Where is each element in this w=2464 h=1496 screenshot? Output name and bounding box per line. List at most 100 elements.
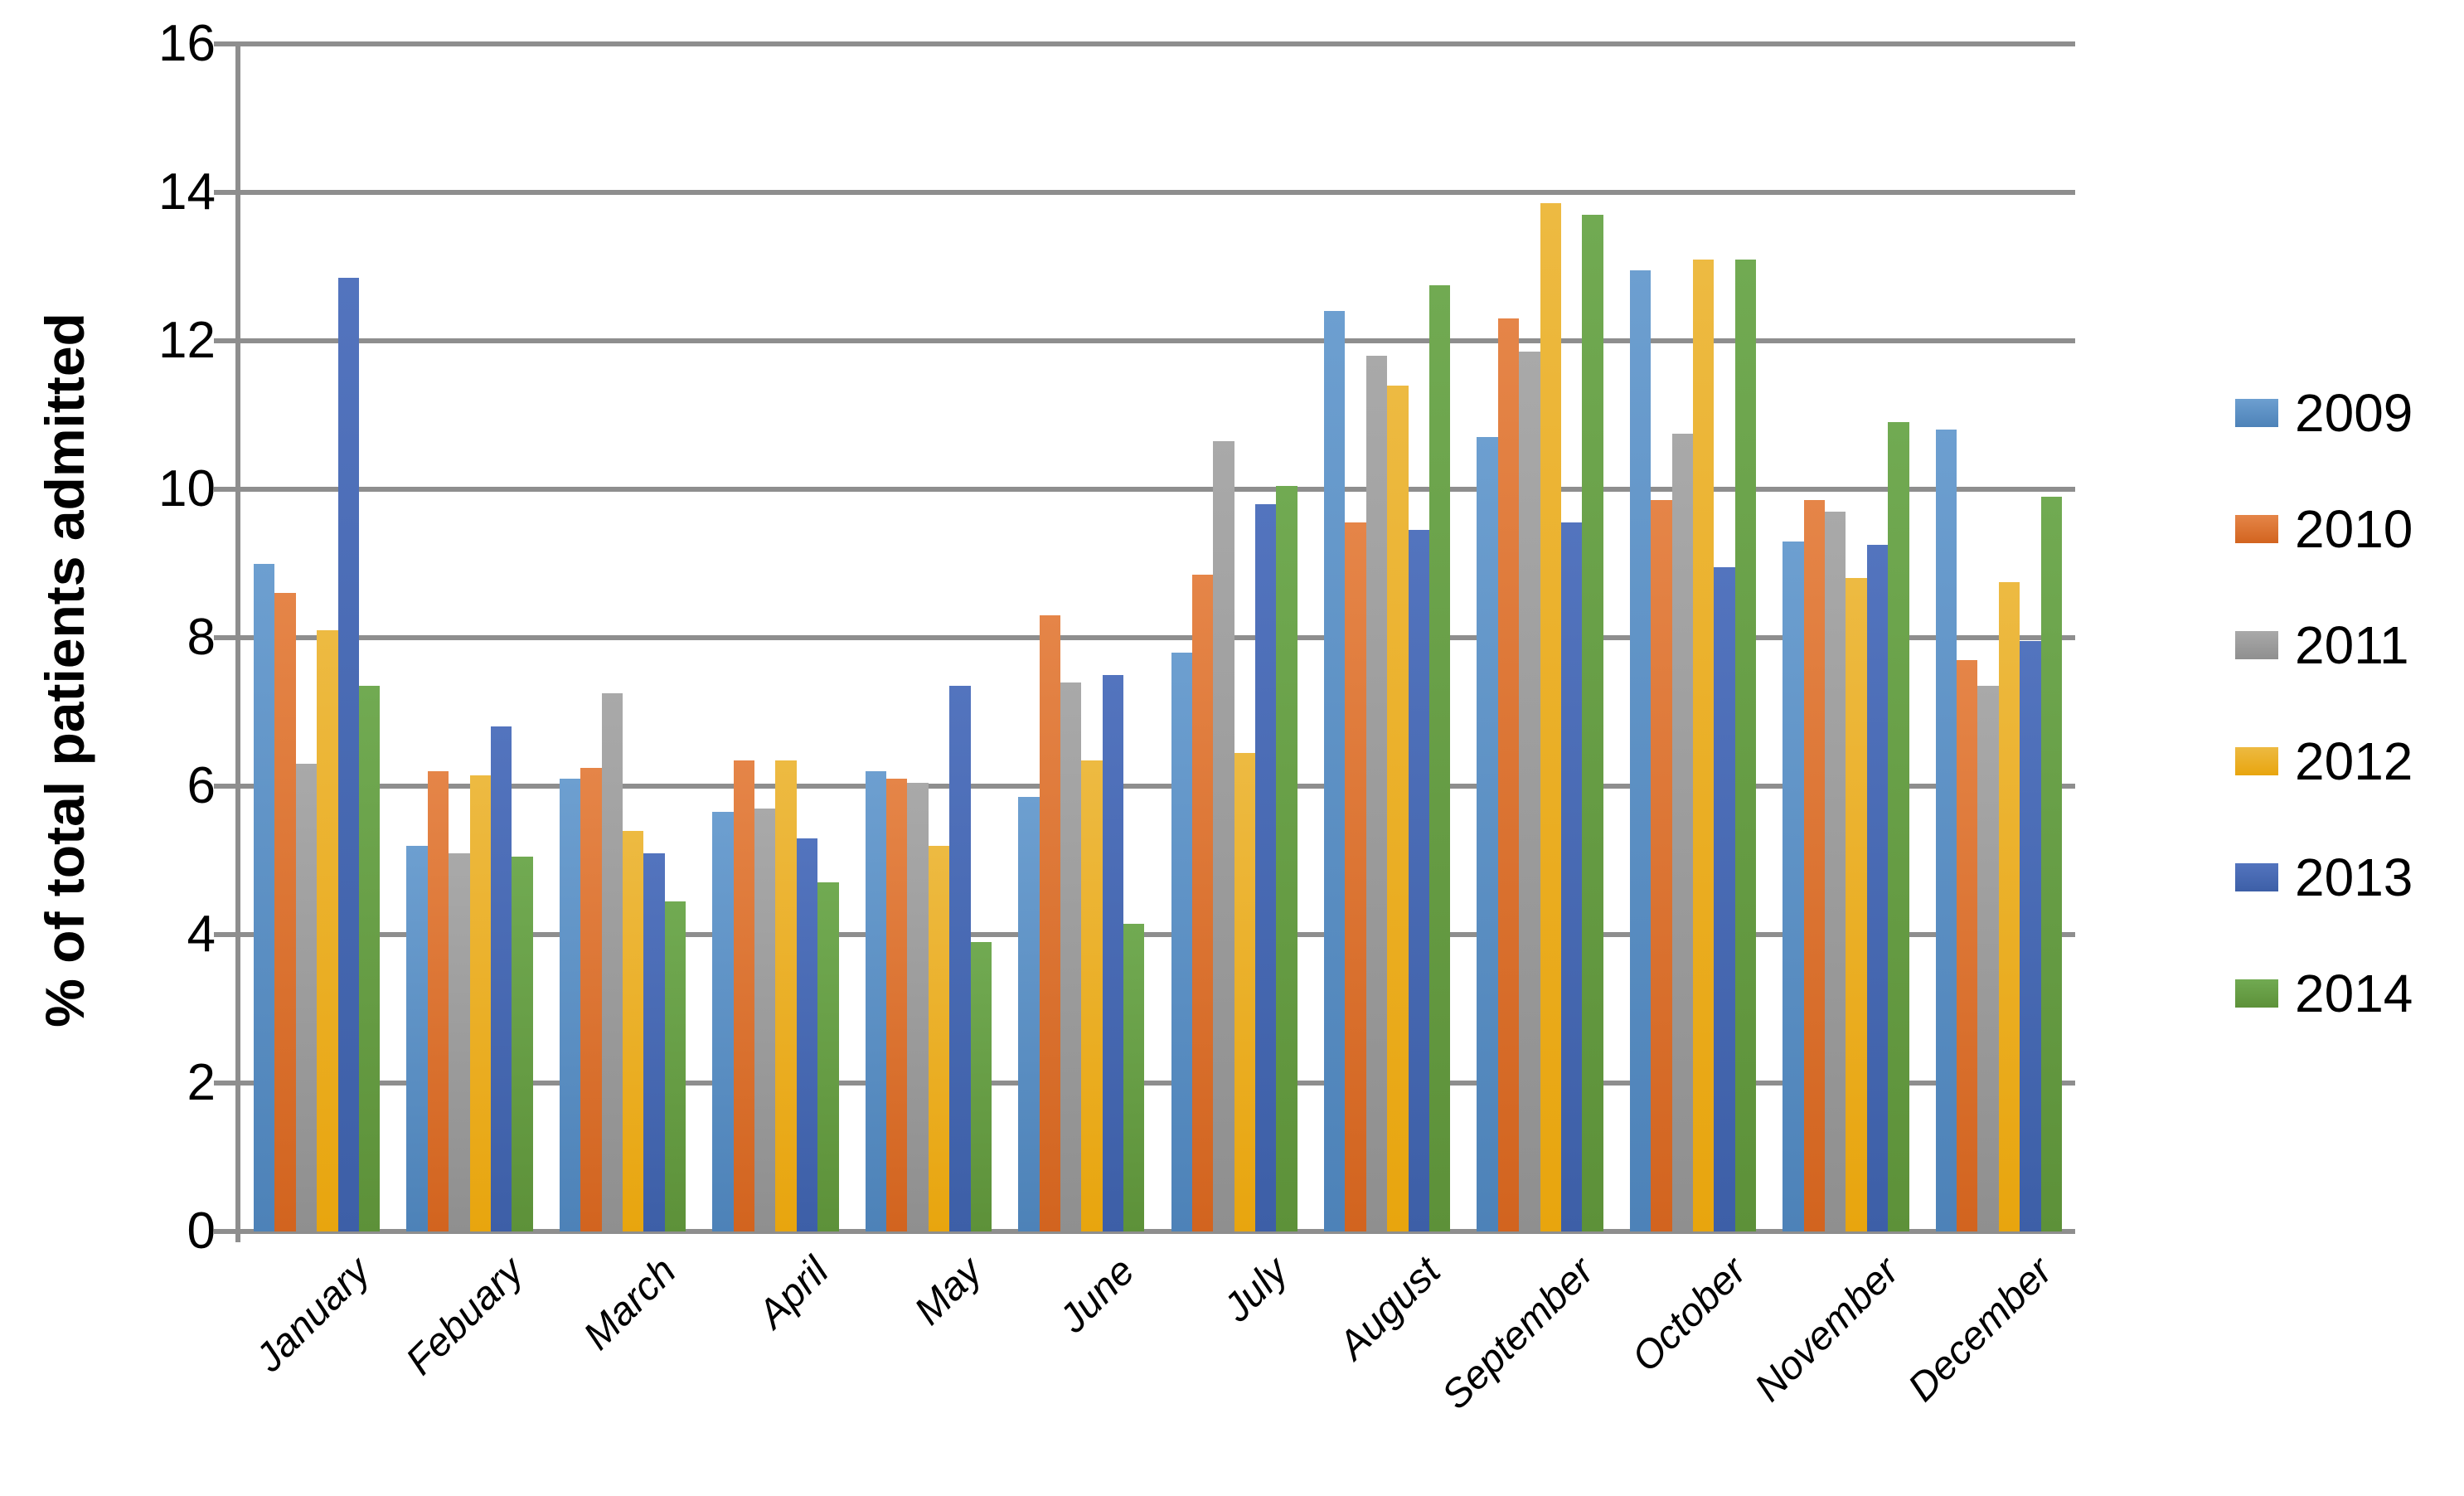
bar-group-october	[1617, 44, 1769, 1231]
gridline-y4	[240, 932, 2075, 937]
y-tick-mark	[214, 635, 240, 640]
legend-label-2009: 2009	[2295, 383, 2413, 443]
y-tick-mark	[214, 41, 240, 46]
bar-september-2014	[1582, 214, 1603, 1231]
legend-swatch-2014	[2235, 979, 2278, 1008]
bar-october-2013	[1714, 566, 1735, 1231]
bar-group-september	[1463, 44, 1616, 1231]
bar-group-august	[1311, 44, 1463, 1231]
bar-april-2009	[712, 812, 734, 1231]
bar-febuary-2014	[512, 857, 533, 1231]
bar-june-2010	[1039, 615, 1060, 1231]
bar-may-2012	[928, 845, 950, 1231]
bar-november-2011	[1824, 511, 1846, 1231]
bar-october-2009	[1629, 270, 1652, 1231]
bar-april-2013	[796, 838, 818, 1231]
bar-august-2014	[1428, 284, 1451, 1231]
bar-january-2009	[254, 563, 275, 1231]
bar-january-2012	[317, 630, 338, 1231]
y-tick-mark	[214, 784, 240, 789]
y-tick-label: 4	[187, 906, 216, 963]
bar-october-2010	[1651, 500, 1672, 1231]
bar-march-2012	[623, 830, 644, 1231]
bar-september-2009	[1477, 437, 1498, 1231]
bar-march-2010	[580, 767, 602, 1231]
bar-may-2010	[886, 779, 908, 1231]
legend-item-2014: 2014	[2235, 935, 2413, 1052]
legend-swatch-2009	[2235, 399, 2278, 427]
bar-august-2009	[1323, 311, 1346, 1231]
bar-group-january	[240, 44, 393, 1231]
bar-november-2012	[1846, 578, 1867, 1231]
bar-group-november	[1769, 44, 1922, 1231]
legend-swatch-2012	[2235, 747, 2278, 775]
bar-march-2014	[664, 901, 686, 1231]
bar-july-2011	[1213, 440, 1234, 1231]
bar-december-2009	[1935, 430, 1957, 1231]
bar-febuary-2011	[449, 852, 470, 1231]
legend: 2009 2010 2011 2012 2013 2014	[2235, 355, 2413, 1052]
y-tick-label: 0	[187, 1202, 216, 1260]
bar-june-2009	[1018, 797, 1040, 1231]
bar-september-2011	[1519, 352, 1540, 1231]
bar-may-2014	[970, 941, 992, 1231]
legend-label-2012: 2012	[2295, 731, 2413, 791]
bar-january-2014	[358, 686, 381, 1231]
gridline-y12	[240, 338, 2075, 343]
bar-febuary-2010	[427, 771, 449, 1231]
legend-item-2011: 2011	[2235, 587, 2413, 703]
bar-group-april	[699, 44, 851, 1231]
bar-november-2009	[1783, 541, 1804, 1231]
bar-january-2010	[274, 593, 296, 1231]
legend-swatch-2013	[2235, 863, 2278, 891]
y-axis-line	[235, 41, 240, 1242]
bar-group-july	[1158, 44, 1311, 1231]
bar-febuary-2013	[491, 726, 512, 1231]
bar-october-2012	[1692, 259, 1715, 1231]
bar-june-2011	[1060, 682, 1082, 1231]
bar-march-2011	[601, 693, 623, 1231]
bar-june-2013	[1102, 674, 1124, 1231]
bar-november-2010	[1803, 500, 1825, 1231]
y-tick-label: 6	[187, 757, 216, 814]
legend-item-2009: 2009	[2235, 355, 2413, 471]
bar-september-2013	[1560, 522, 1583, 1231]
y-tick-label: 12	[158, 312, 216, 369]
bar-november-2014	[1888, 422, 1909, 1231]
bar-december-2013	[2020, 641, 2041, 1231]
y-tick-label: 14	[158, 163, 216, 221]
legend-item-2013: 2013	[2235, 819, 2413, 935]
bar-january-2011	[295, 764, 318, 1231]
legend-label-2010: 2010	[2295, 499, 2413, 559]
bar-april-2010	[733, 760, 755, 1231]
bar-september-2012	[1540, 203, 1561, 1231]
legend-label-2014: 2014	[2295, 964, 2413, 1023]
bar-july-2012	[1234, 752, 1256, 1231]
legend-label-2011: 2011	[2295, 615, 2409, 675]
bar-may-2013	[949, 686, 971, 1231]
bar-july-2013	[1255, 503, 1277, 1231]
bar-august-2012	[1387, 385, 1409, 1231]
legend-swatch-2010	[2235, 515, 2278, 543]
bar-march-2009	[559, 779, 581, 1231]
legend-item-2012: 2012	[2235, 703, 2413, 819]
bar-group-march	[546, 44, 699, 1231]
bar-june-2012	[1081, 760, 1103, 1231]
bar-may-2011	[907, 782, 929, 1231]
bar-august-2010	[1345, 522, 1366, 1231]
gridline-y0	[240, 1229, 2075, 1234]
bar-may-2009	[865, 771, 887, 1231]
legend-swatch-2011	[2235, 631, 2278, 659]
bar-july-2010	[1191, 574, 1214, 1231]
bar-group-may	[852, 44, 1005, 1231]
y-tick-label: 16	[158, 15, 216, 72]
y-tick-label: 10	[158, 460, 216, 517]
bar-april-2012	[775, 760, 797, 1231]
gridline-y10	[240, 487, 2075, 492]
bar-january-2013	[337, 277, 359, 1231]
bar-april-2014	[817, 882, 839, 1231]
bar-group-june	[1005, 44, 1157, 1231]
bar-december-2014	[2040, 496, 2062, 1231]
y-axis-title: % of total patients admitted	[34, 313, 95, 1027]
